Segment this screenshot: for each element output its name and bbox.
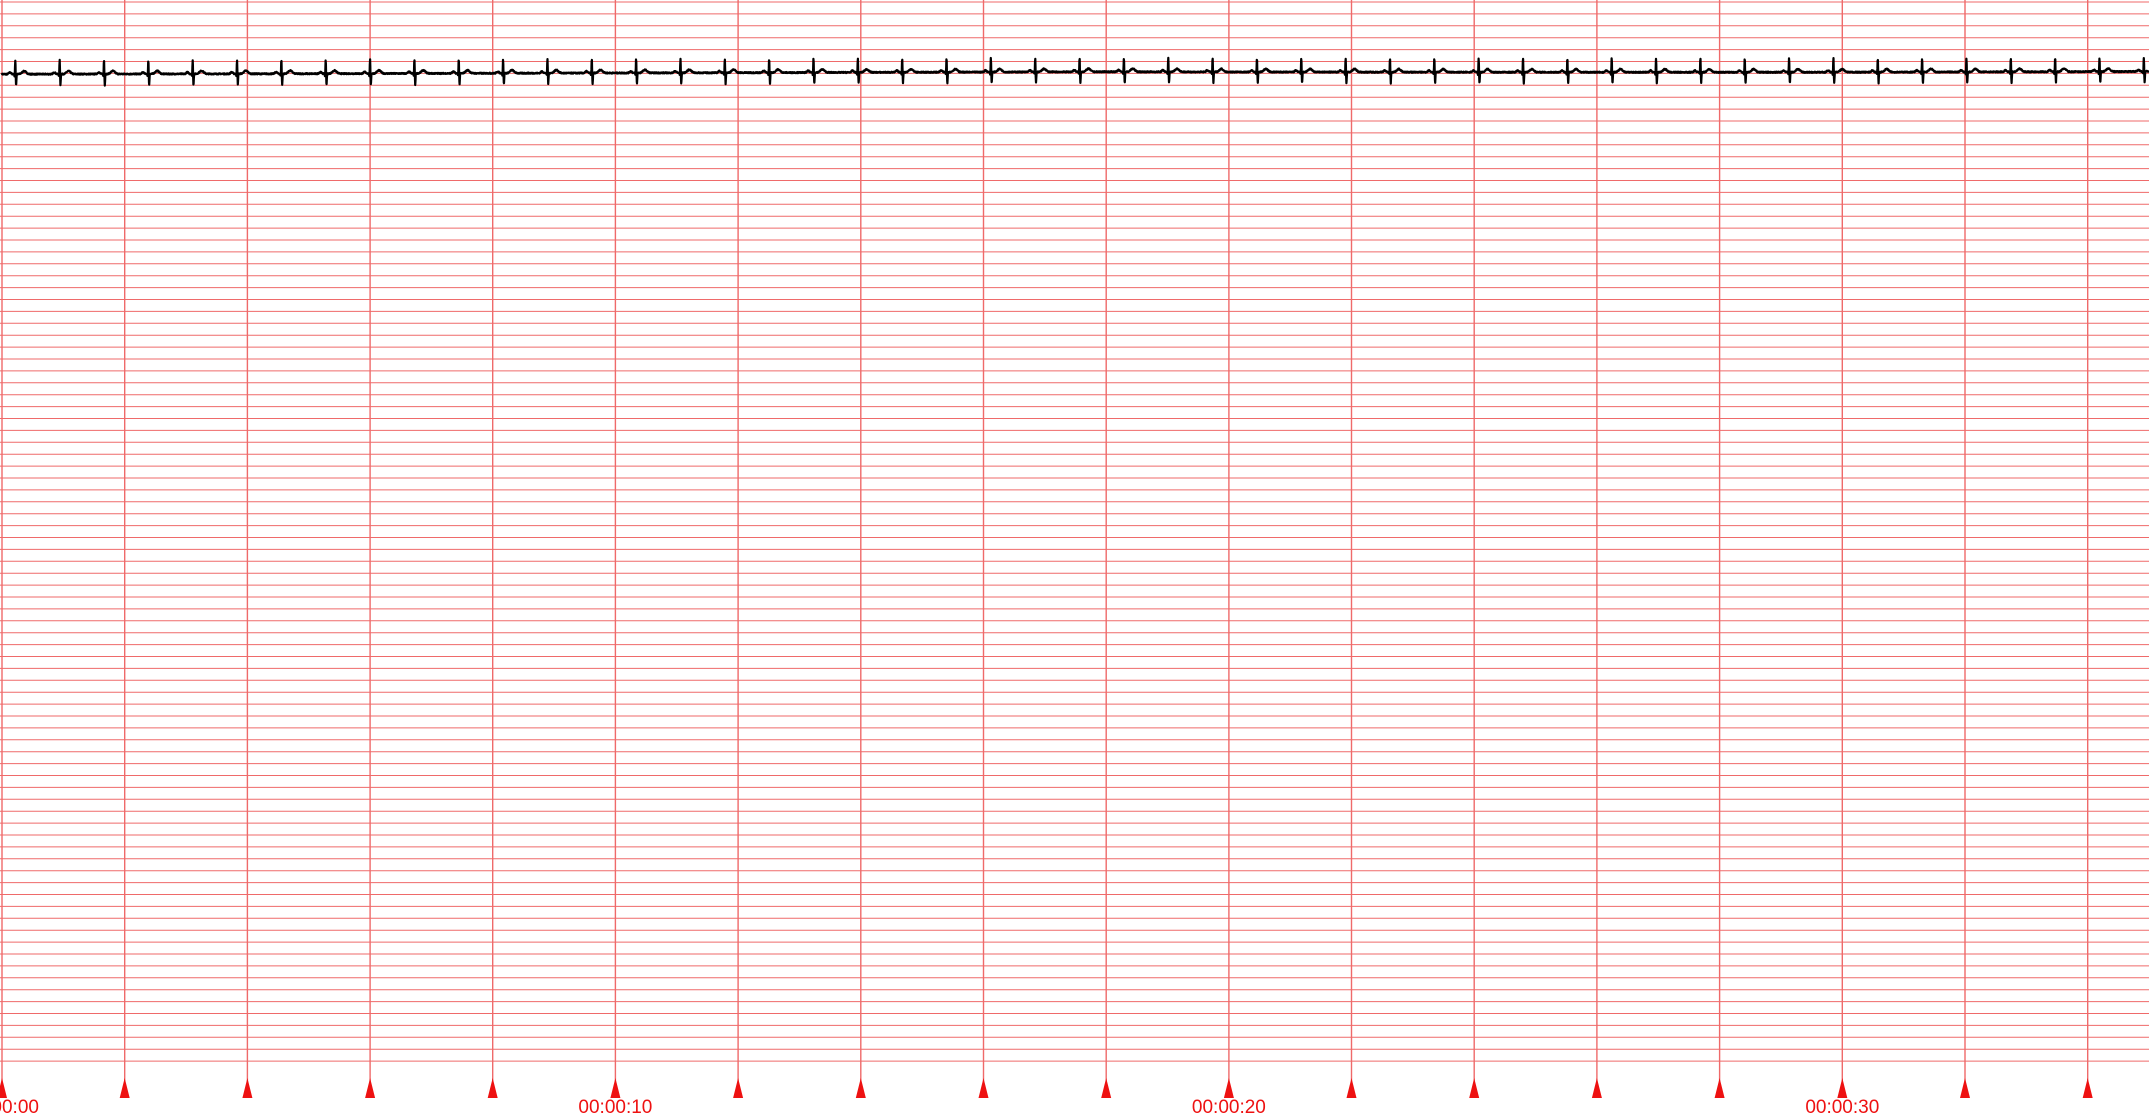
time-tick-label: 00:00:10 [578,1097,652,1118]
time-tick-label: 00:00:30 [1805,1097,1879,1118]
time-tick-marker [978,1078,989,1098]
time-tick-marker [1591,1078,1602,1098]
time-tick-marker [487,1078,498,1098]
vertical-grid-lines [1,0,2089,1098]
time-tick-marker [242,1078,253,1098]
time-tick-marker [0,1078,7,1098]
time-tick-marker [1346,1078,1357,1098]
time-tick-marker [1960,1078,1970,1098]
time-tick-marker [1101,1078,1112,1098]
time-tick-marker [2082,1078,2093,1098]
ecg-trace [0,56,2149,87]
time-tick-label: 00:00:00 [0,1097,39,1118]
time-tick-markers [0,1078,2093,1098]
time-tick-marker [1223,1078,1234,1098]
time-tick-marker [733,1078,744,1098]
time-tick-labels: 00:00:00 00:00:10 00:00:20 00:00:30 [0,1097,1879,1118]
time-tick-marker [119,1078,130,1098]
time-tick-marker [1714,1078,1725,1098]
time-tick-marker [1837,1078,1848,1098]
time-tick-label: 00:00:20 [1192,1097,1266,1118]
time-tick-marker [365,1078,376,1098]
time-tick-marker [1469,1078,1480,1098]
time-tick-marker [610,1078,621,1098]
horizontal-grid-lines [0,1,2149,1062]
time-tick-marker [855,1078,866,1098]
